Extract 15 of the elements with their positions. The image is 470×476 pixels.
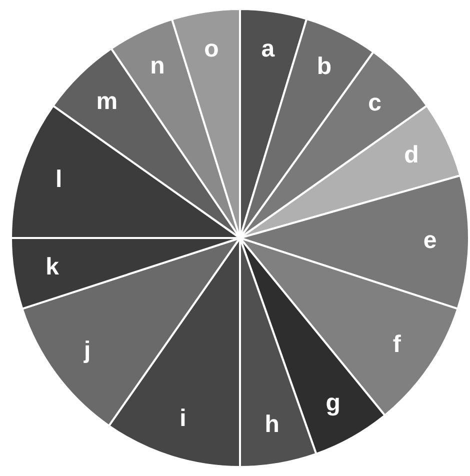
- slice-label: e: [423, 227, 437, 254]
- slice-label: j: [82, 336, 91, 364]
- slice-label: g: [326, 389, 340, 416]
- slice-label: h: [264, 410, 280, 438]
- slice-label: d: [404, 142, 419, 169]
- slice-label: b: [316, 53, 332, 80]
- slice-label: m: [96, 88, 118, 115]
- slice-label: n: [150, 52, 165, 80]
- slice-label: a: [261, 36, 276, 63]
- slice-label: k: [46, 253, 60, 280]
- slice-label: o: [204, 36, 219, 63]
- slice-label: f: [392, 330, 402, 358]
- slice-label: l: [56, 166, 62, 194]
- slice-label: i: [180, 404, 186, 432]
- slice-label: c: [368, 90, 382, 117]
